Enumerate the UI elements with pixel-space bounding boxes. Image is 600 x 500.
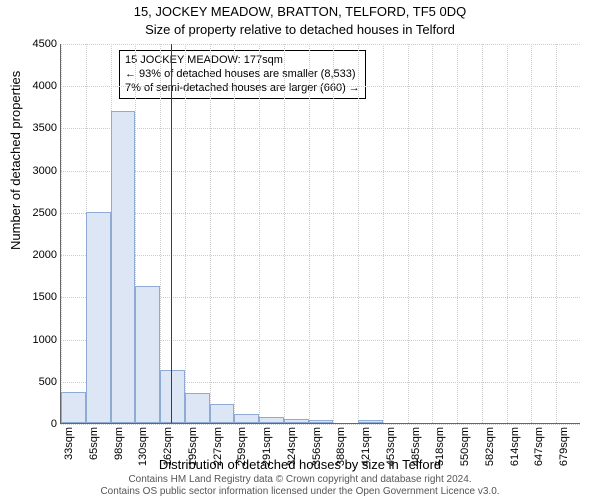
chart-title: 15, JOCKEY MEADOW, BRATTON, TELFORD, TF5… — [0, 4, 600, 19]
histogram-bar — [309, 420, 334, 423]
grid-horizontal — [61, 424, 580, 425]
grid-horizontal — [61, 171, 580, 172]
grid-vertical — [185, 44, 186, 423]
grid-vertical — [333, 44, 334, 423]
x-tick-label: 98sqm — [113, 427, 125, 460]
grid-horizontal — [61, 255, 580, 256]
y-tick-label: 3000 — [33, 165, 57, 177]
y-tick-label: 4000 — [33, 80, 57, 92]
grid-vertical — [507, 44, 508, 423]
x-tick-label: 33sqm — [63, 427, 75, 460]
footer-line1: Contains HM Land Registry data © Crown c… — [0, 474, 600, 486]
reference-line — [171, 44, 172, 423]
x-axis-label: Distribution of detached houses by size … — [0, 457, 600, 472]
grid-horizontal — [61, 44, 580, 45]
histogram-bar — [86, 212, 111, 423]
y-tick-label: 500 — [39, 376, 57, 388]
annotation-box: 15 JOCKEY MEADOW: 177sqm ← 93% of detach… — [119, 50, 366, 99]
grid-vertical — [61, 44, 62, 423]
grid-horizontal — [61, 86, 580, 87]
histogram-bar — [135, 286, 160, 423]
grid-vertical — [531, 44, 532, 423]
grid-vertical — [234, 44, 235, 423]
histogram-bar — [234, 414, 259, 423]
grid-vertical — [556, 44, 557, 423]
footer: Contains HM Land Registry data © Crown c… — [0, 474, 600, 498]
y-tick-label: 1500 — [33, 291, 57, 303]
histogram-bar — [61, 392, 86, 423]
plot-area: 15 JOCKEY MEADOW: 177sqm ← 93% of detach… — [60, 44, 580, 424]
grid-vertical — [309, 44, 310, 423]
y-axis-label: Number of detached properties — [8, 71, 23, 250]
y-tick-label: 1000 — [33, 334, 57, 346]
x-tick-label: 65sqm — [88, 427, 100, 460]
histogram-bar — [111, 111, 136, 423]
grid-vertical — [432, 44, 433, 423]
grid-horizontal — [61, 213, 580, 214]
grid-horizontal — [61, 128, 580, 129]
histogram-bar — [358, 420, 383, 423]
chart-container: 15, JOCKEY MEADOW, BRATTON, TELFORD, TF5… — [0, 0, 600, 500]
histogram-bar — [284, 419, 309, 423]
grid-vertical — [408, 44, 409, 423]
grid-vertical — [482, 44, 483, 423]
y-tick-label: 2500 — [33, 207, 57, 219]
grid-vertical — [160, 44, 161, 423]
histogram-bar — [259, 417, 284, 423]
y-tick-label: 4500 — [33, 38, 57, 50]
grid-vertical — [284, 44, 285, 423]
y-tick-label: 0 — [51, 418, 57, 430]
grid-vertical — [358, 44, 359, 423]
grid-vertical — [383, 44, 384, 423]
chart-subtitle: Size of property relative to detached ho… — [0, 22, 600, 37]
y-tick-label: 2000 — [33, 249, 57, 261]
y-tick-label: 3500 — [33, 122, 57, 134]
grid-vertical — [210, 44, 211, 423]
histogram-bar — [185, 393, 210, 423]
histogram-bar — [210, 404, 235, 423]
footer-line2: Contains OS public sector information li… — [0, 486, 600, 498]
grid-vertical — [259, 44, 260, 423]
grid-vertical — [457, 44, 458, 423]
